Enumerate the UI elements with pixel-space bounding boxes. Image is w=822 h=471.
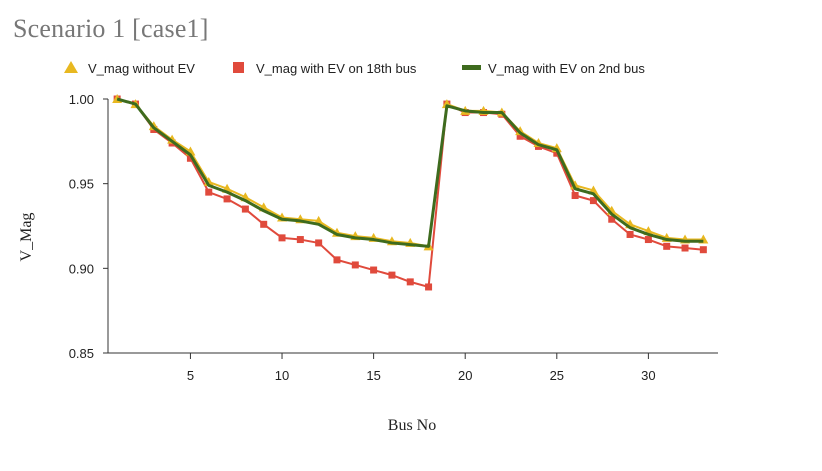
- data-point: [663, 242, 671, 250]
- x-tick-label: 30: [641, 368, 655, 383]
- x-tick-label: 15: [366, 368, 380, 383]
- data-point: [608, 215, 616, 223]
- x-axis-label: Bus No: [388, 417, 436, 434]
- y-tick-label: 0.90: [69, 261, 94, 276]
- y-axis-label: V_Mag: [18, 213, 35, 262]
- legend-swatch: [233, 62, 244, 73]
- data-point: [425, 283, 433, 291]
- series-line: [116, 98, 704, 288]
- x-tick-label: 20: [458, 368, 472, 383]
- chart-title: Scenario 1 [case1]: [13, 14, 209, 43]
- legend-label: V_mag without EV: [88, 61, 195, 76]
- data-point: [333, 256, 341, 264]
- x-tick-label: 10: [275, 368, 289, 383]
- data-point: [278, 234, 286, 242]
- legend-swatch: [64, 61, 78, 73]
- data-point: [644, 236, 652, 244]
- data-point: [223, 195, 231, 203]
- data-point: [205, 188, 213, 196]
- series-line: [116, 98, 704, 248]
- data-point: [516, 132, 524, 140]
- legend-item-1: V_mag without EV: [64, 61, 195, 76]
- data-point: [370, 266, 378, 274]
- data-point: [699, 246, 707, 254]
- series-3: [116, 97, 704, 248]
- data-point: [186, 154, 194, 162]
- y-tick-label: 1.00: [69, 92, 94, 107]
- legend-label: V_mag with EV on 18th bus: [256, 61, 417, 76]
- data-point: [570, 180, 581, 190]
- legend-item-2: V_mag with EV on 18th bus: [233, 61, 417, 76]
- series-2: [113, 95, 707, 291]
- data-point: [315, 239, 323, 247]
- legend-swatch: [462, 65, 481, 70]
- data-point: [571, 192, 579, 200]
- legend-item-3: V_mag with EV on 2nd bus: [462, 61, 645, 76]
- x-tick-label: 25: [550, 368, 564, 383]
- data-point: [241, 205, 249, 213]
- data-point: [589, 197, 597, 205]
- data-point: [388, 271, 396, 279]
- data-point: [260, 220, 268, 228]
- legend: V_mag without EV V_mag with EV on 18th bu…: [64, 61, 645, 76]
- series-line: [116, 97, 704, 248]
- data-point: [681, 244, 689, 252]
- data-point: [351, 261, 359, 269]
- y-tick-label: 0.85: [69, 346, 94, 361]
- data-point: [406, 278, 414, 286]
- x-tick-label: 5: [187, 368, 194, 383]
- y-tick-label: 0.95: [69, 177, 94, 192]
- data-point: [626, 230, 634, 238]
- series-layer: [112, 94, 709, 291]
- legend-label: V_mag with EV on 2nd bus: [488, 61, 645, 76]
- data-point: [296, 236, 304, 244]
- axes: 0.85 0.90 0.95 1.00 5 10 15 20 25 30: [69, 92, 718, 383]
